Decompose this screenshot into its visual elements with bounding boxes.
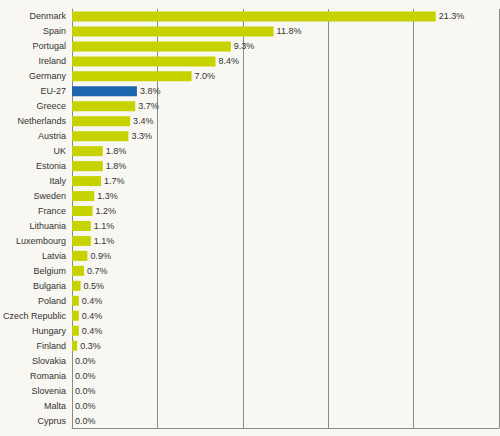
svg-text:Finland: Finland [36,341,66,351]
svg-text:Denmark: Denmark [30,11,67,21]
svg-text:Belgium: Belgium [34,266,67,276]
svg-text:Luxembourg: Luxembourg [16,236,66,246]
svg-text:Germany: Germany [29,71,67,81]
svg-text:Greece: Greece [37,101,67,111]
svg-text:0.7%: 0.7% [87,266,108,276]
svg-text:1.7%: 1.7% [104,176,125,186]
svg-text:11.8%: 11.8% [277,26,302,36]
svg-text:1.8%: 1.8% [106,161,127,171]
svg-text:0.0%: 0.0% [75,416,96,426]
svg-text:Portugal: Portugal [32,41,66,51]
svg-text:Lithuania: Lithuania [29,221,66,231]
svg-text:France: France [38,206,66,216]
svg-text:Latvia: Latvia [42,251,66,261]
svg-text:3.8%: 3.8% [140,86,161,96]
svg-text:Spain: Spain [43,26,66,36]
svg-text:1.1%: 1.1% [94,236,115,246]
svg-text:0.0%: 0.0% [75,401,96,411]
svg-text:Netherlands: Netherlands [17,116,66,126]
svg-text:Slovakia: Slovakia [32,356,66,366]
svg-text:1.2%: 1.2% [96,206,117,216]
svg-text:3.3%: 3.3% [131,131,152,141]
svg-text:21.3%: 21.3% [439,11,465,21]
svg-text:0.5%: 0.5% [84,281,105,291]
svg-text:9.3%: 9.3% [234,41,255,51]
svg-text:Hungary: Hungary [32,326,67,336]
svg-text:0.0%: 0.0% [75,386,96,396]
svg-text:8.4%: 8.4% [218,56,239,66]
svg-text:Italy: Italy [50,176,67,186]
svg-text:UK: UK [54,146,67,156]
svg-text:3.4%: 3.4% [133,116,154,126]
svg-text:Bulgaria: Bulgaria [33,281,66,291]
svg-text:0.0%: 0.0% [75,356,96,366]
svg-text:Cyprus: Cyprus [38,416,67,426]
svg-text:1.3%: 1.3% [97,191,118,201]
svg-text:7.0%: 7.0% [195,71,216,81]
svg-text:0.4%: 0.4% [82,296,103,306]
svg-text:EU-27: EU-27 [41,86,67,96]
svg-text:0.4%: 0.4% [82,326,103,336]
svg-text:1.1%: 1.1% [94,221,115,231]
svg-text:3.7%: 3.7% [138,101,159,111]
svg-text:0.3%: 0.3% [80,341,101,351]
svg-text:Romania: Romania [30,371,66,381]
svg-text:Slovenia: Slovenia [31,386,66,396]
svg-text:Austria: Austria [38,131,66,141]
svg-text:0.0%: 0.0% [75,371,96,381]
svg-text:Sweden: Sweden [33,191,66,201]
svg-text:Ireland: Ireland [38,56,66,66]
svg-text:0.9%: 0.9% [90,251,111,261]
svg-text:Czech Republic: Czech Republic [3,311,67,321]
svg-text:Estonia: Estonia [36,161,66,171]
svg-text:1.8%: 1.8% [106,146,127,156]
svg-text:Malta: Malta [44,401,66,411]
svg-text:Poland: Poland [38,296,66,306]
svg-text:0.4%: 0.4% [82,311,103,321]
